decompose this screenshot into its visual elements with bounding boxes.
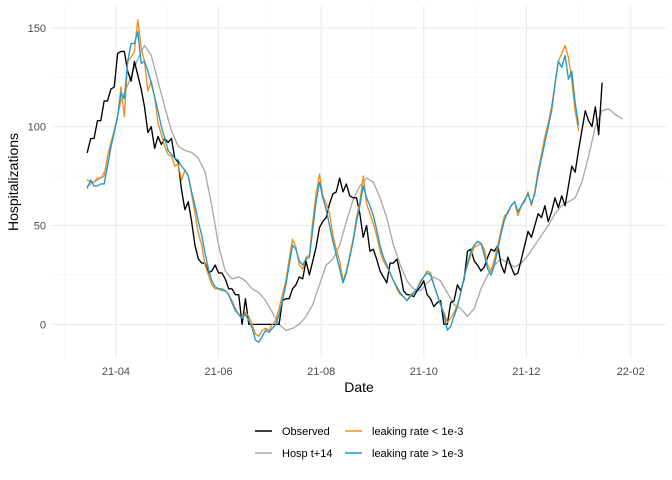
grid-major	[52, 6, 666, 358]
x-tick-label: 21-04	[102, 366, 130, 378]
legend-label: Observed	[282, 426, 330, 438]
y-axis-ticks: 0 50 100 150	[28, 23, 46, 332]
x-tick-label: 21-12	[512, 366, 540, 378]
grid-minor	[52, 6, 666, 358]
y-tick-label: 100	[28, 122, 46, 134]
legend-label: leaking rate < 1e-3	[372, 426, 463, 438]
y-tick-label: 50	[34, 221, 46, 233]
y-tick-label: 150	[28, 23, 46, 35]
x-tick-label: 21-10	[410, 366, 438, 378]
legend: Observed Hosp t+14 leaking rate < 1e-3 leak…	[255, 426, 463, 460]
legend-item: Observed	[255, 426, 330, 438]
series-line-observed	[86, 50, 603, 326]
legend-label: leaking rate > 1e-3	[372, 448, 463, 460]
x-axis-ticks: 21-04 21-06 21-08 21-10 21-12 22-02	[102, 366, 645, 378]
series-layer	[86, 19, 623, 343]
legend-item: Hosp t+14	[255, 448, 332, 460]
y-axis-title: Hospitalizations	[5, 133, 21, 231]
x-tick-label: 22-02	[617, 366, 645, 378]
x-tick-label: 21-06	[204, 366, 232, 378]
series-line-leaking-rate-1e-3	[86, 31, 580, 343]
legend-item: leaking rate < 1e-3	[345, 426, 463, 438]
legend-label: Hosp t+14	[282, 448, 332, 460]
series-line-hosp-t-14	[86, 44, 623, 331]
x-axis-title: Date	[344, 379, 374, 395]
y-tick-label: 0	[40, 319, 46, 331]
legend-item: leaking rate > 1e-3	[345, 448, 463, 460]
series-line-leaking-rate-1e-3	[86, 19, 580, 337]
x-tick-label: 21-08	[307, 366, 335, 378]
